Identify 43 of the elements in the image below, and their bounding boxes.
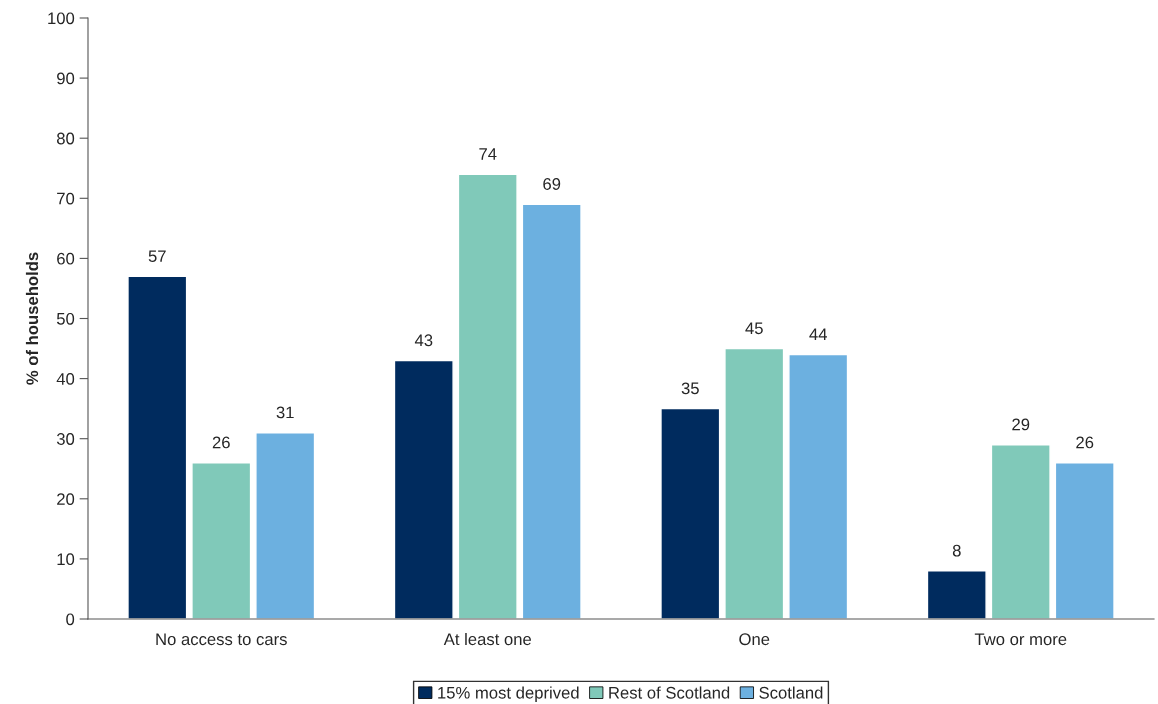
bar <box>990 444 1051 619</box>
data-label: 31 <box>276 406 294 419</box>
legend-label: 15% most deprived <box>438 686 579 702</box>
data-label: 69 <box>543 178 561 190</box>
y-tick-label: 50 <box>56 312 75 325</box>
bar <box>457 173 518 619</box>
y-tick-label: 90 <box>57 72 75 85</box>
data-label: 26 <box>212 436 230 449</box>
data-label: 43 <box>414 334 433 347</box>
data-label: 45 <box>745 322 763 335</box>
y-tick-label: 10 <box>57 553 75 566</box>
x-tick-label: Two or more <box>974 633 1067 646</box>
data-label: 8 <box>952 544 961 557</box>
legend-label: Scotland <box>759 686 823 699</box>
y-tick-label: 60 <box>57 252 75 265</box>
y-tick-label: 70 <box>57 192 75 205</box>
bar <box>926 570 987 619</box>
y-tick-label: 0 <box>66 613 75 626</box>
x-tick-label: At least one <box>443 632 532 646</box>
legend-label: Rest of Scotland <box>609 686 730 699</box>
bar <box>255 431 316 619</box>
bar <box>393 359 454 619</box>
bar <box>1054 462 1115 619</box>
bar <box>724 347 785 619</box>
data-label: 29 <box>1012 418 1030 431</box>
y-tick-label: 40 <box>56 373 75 385</box>
data-label: 44 <box>809 328 827 340</box>
data-label: 26 <box>1076 436 1094 449</box>
y-tick-label: 30 <box>56 433 75 445</box>
y-tick-label: 100 <box>48 12 75 25</box>
y-tick-label: 80 <box>56 132 75 145</box>
x-tick-label: No access to cars <box>156 633 287 646</box>
x-tick-label: One <box>739 633 770 646</box>
data-label: 35 <box>681 382 699 395</box>
bar <box>660 407 721 619</box>
data-label: 74 <box>479 148 497 160</box>
bar <box>191 462 252 619</box>
bar <box>521 203 582 619</box>
bar <box>788 353 849 619</box>
y-axis-title: % of households <box>25 252 39 385</box>
data-label: 57 <box>148 250 166 263</box>
bar <box>127 275 188 619</box>
y-tick-label: 20 <box>57 493 75 505</box>
